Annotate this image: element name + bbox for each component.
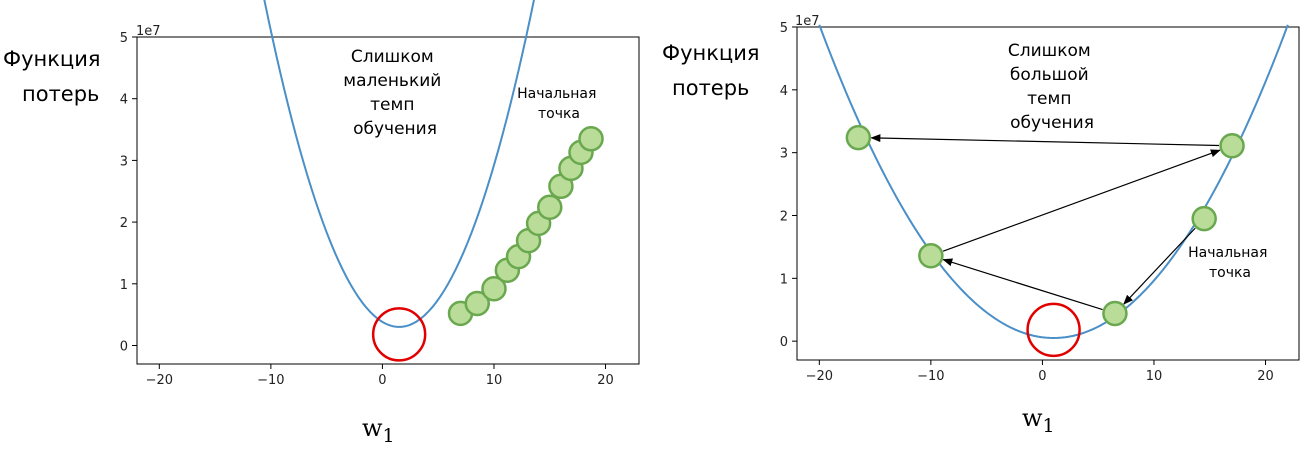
y-axis-label-line-1: Функция [662,41,760,65]
scale-label: 1e7 [795,14,820,29]
x-tick-label: −20 [806,369,833,384]
x-ticks: −20 −10 0 10 20 [806,360,1274,384]
step-arrow [1123,227,1196,305]
x-axis-label: w1 [362,414,395,447]
y-tick-label: 0 [120,339,128,354]
x-tick-label: 20 [1257,369,1274,384]
annotation-line-4: обучения [1010,113,1094,133]
x-tick-label: 20 [597,373,614,388]
step-point [1102,300,1128,327]
annotation-line-4: обучения [353,119,437,139]
loss-curve [263,0,535,328]
x-axis-label: w1 [1022,404,1055,437]
step-point [481,275,507,302]
step-arrow [942,149,1221,252]
x-axis-label-subscript: 1 [1043,415,1055,437]
start-label-line-1: Начальная [1188,245,1267,261]
plot-frame [136,36,640,365]
y-axis-label-line-2: потерь [22,82,99,106]
scale-label: 1e7 [136,24,161,39]
arrows [870,134,1221,311]
start-label-line-2: точка [1209,265,1251,281]
y-tick-label: 4 [120,93,128,108]
loss-curve [818,24,1289,340]
start-point-label: Начальная точка [1188,245,1272,281]
y-axis-label-line-2: потерь [672,76,749,100]
x-ticks: −20 −10 0 10 20 [146,364,614,388]
y-tick-label: 3 [780,147,788,162]
step-point [464,290,490,317]
y-tick-label: 3 [120,154,128,169]
minimum-marker [371,307,427,362]
annotation-line-1: Слишком [351,47,434,67]
y-tick-label: 1 [120,278,128,293]
y-axis-label-line-1: Функция [3,47,101,71]
x-axis-label-main: w [362,414,383,442]
step-arrow [870,134,1220,147]
plot-frame [796,26,1300,361]
x-tick-label: −20 [146,373,173,388]
x-axis-label-main: w [1022,404,1043,432]
step-point [1219,132,1245,159]
step-arrow [942,258,1103,311]
x-tick-label: 0 [1038,369,1046,384]
chart-low-learning-rate: Функция потерь 1e7 −20 −10 0 10 20 0 1 2 3 4 5 Сл… [3,0,640,447]
y-tick-label: 2 [780,209,788,224]
annotation-text: Слишком маленький темп обучения [343,47,446,139]
step-point [537,194,563,221]
step-point [578,126,604,152]
step-point [1191,205,1217,232]
annotation-line-3: темп [370,95,414,115]
start-point-label: Начальная точка [517,86,601,122]
y-tick-label: 4 [780,84,788,99]
minimum-marker [1026,302,1081,358]
y-tick-label: 1 [780,272,788,287]
step-point [845,124,872,151]
y-ticks: 0 1 2 3 4 5 [780,21,797,350]
annotation-line-3: темп [1027,89,1071,109]
y-tick-label: 0 [780,335,788,350]
x-tick-label: 10 [1146,369,1163,384]
y-tick-label: 5 [120,31,128,46]
annotation-line-2: большой [1010,65,1089,85]
x-tick-label: 10 [486,373,503,388]
x-tick-label: −10 [257,373,284,388]
gradient-steps [447,126,604,327]
y-tick-label: 2 [120,216,128,231]
annotation-line-2: маленький [343,71,441,91]
start-label-line-1: Начальная [517,86,596,102]
y-tick-label: 5 [780,21,788,36]
annotation-line-1: Слишком [1008,41,1091,61]
chart-high-learning-rate: Функция потерь 1e7 −20 −10 0 10 20 0 1 2 3 4 5 Сл… [662,14,1300,437]
gradient-steps [845,124,1245,327]
step-point [918,242,944,269]
x-tick-label: −10 [917,369,944,384]
x-tick-label: 0 [378,373,386,388]
y-ticks: 0 1 2 3 4 5 [120,31,137,354]
annotation-text: Слишком большой темп обучения [1008,41,1096,133]
start-label-line-2: точка [538,106,580,122]
x-axis-label-subscript: 1 [383,425,395,447]
